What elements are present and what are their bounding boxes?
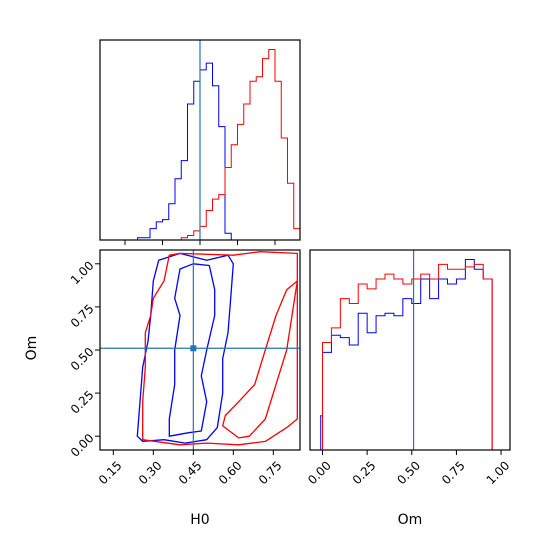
contour-x-tick-label: 0.60 [216, 458, 245, 487]
contour-y-tick-label: 0.25 [68, 388, 97, 417]
contour-x-tick-label: 0.30 [136, 458, 165, 487]
y-axis-label-om: Om [24, 336, 40, 361]
contour-frame [99, 249, 301, 451]
red-contour-2 [222, 280, 298, 439]
hist-om-x-tick-label: 0.00 [305, 458, 334, 487]
h0-om-contour-panel: 0.15 0.30 0.45 0.60 0.75 0.00 0.25 0.50 0.75 1.00 [68, 249, 301, 487]
contour-y-tick-label: 0.75 [68, 302, 97, 331]
blue-contour-2 [168, 263, 216, 437]
hist-om-x-tick-label: 0.50 [394, 458, 423, 487]
contour-y-tick-label: 1.00 [68, 258, 97, 287]
hist-om-red-histogram [310, 263, 510, 450]
contour-y-tick-label: 0.50 [68, 345, 97, 374]
hist-om-frame [309, 249, 511, 451]
h0-histogram-panel [99, 39, 301, 245]
hist-om-blue-histogram [310, 259, 510, 450]
hist-om-x-tick-label: 1.00 [484, 458, 513, 487]
blue-contour-1 [136, 252, 234, 444]
red-contour-1 [142, 251, 298, 446]
contour-x-tick-label: 0.75 [256, 458, 285, 487]
contour-y-tick-label: 0.00 [68, 431, 97, 460]
hist-h0-red-histogram [100, 49, 300, 240]
hist-om-x-tick-label: 0.75 [439, 458, 468, 487]
hist-h0-blue-histogram [100, 62, 300, 240]
x-axis-label-h0: H0 [190, 512, 209, 528]
om-histogram-panel: 0.00 0.25 0.50 0.75 1.00 [305, 249, 513, 487]
truth-marker [190, 345, 197, 352]
contour-x-tick-label: 0.15 [96, 458, 125, 487]
x-axis-label-om: Om [398, 512, 423, 528]
hist-om-x-tick-label: 0.25 [350, 458, 379, 487]
contour-x-tick-label: 0.45 [176, 458, 205, 487]
